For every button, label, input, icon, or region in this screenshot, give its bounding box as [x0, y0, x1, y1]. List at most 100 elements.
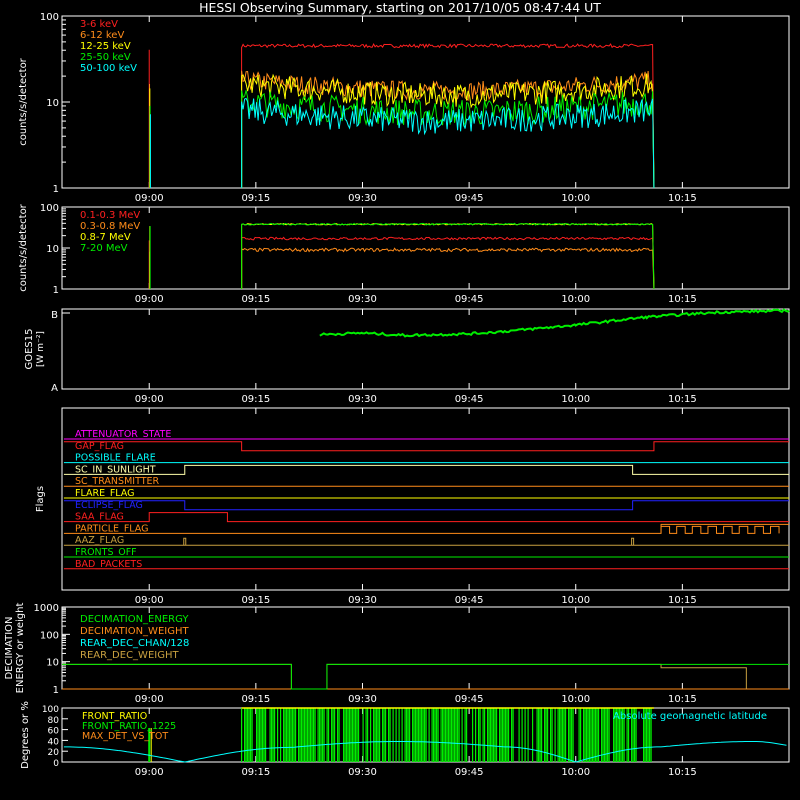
flags-frame: [61, 407, 790, 591]
decimation-xtick-label: 09:45: [455, 694, 484, 705]
lightcurves-low-xtick-label: 09:45: [455, 193, 484, 204]
decimation-ytick-label: 1: [53, 685, 59, 696]
lightcurves-high-legend-1: 0.3-0.8 MeV: [80, 221, 140, 232]
lightcurves-low-legend-2: 12-25 keV: [80, 41, 131, 52]
ratios-legend-1: FRONT_RATIO_1225: [82, 721, 176, 732]
flag-label-1: GAP_FLAG: [75, 441, 124, 452]
goes-xtick-label: 09:15: [241, 394, 270, 405]
chart-title: HESSI Observing Summary, starting on 201…: [199, 0, 601, 15]
lightcurves-high-xtick-label: 09:00: [135, 294, 164, 305]
decimation-ytick-label: 10: [46, 658, 59, 669]
ratios-ytick-label: 20: [48, 748, 60, 758]
lightcurves-high-legend-0: 0.1-0.3 MeV: [80, 210, 140, 221]
decimation-ylabel-2: ENERGY or weight: [15, 603, 26, 694]
goes-ylabel: GOES15: [24, 328, 35, 369]
lightcurves-high-series-3: [241, 222, 655, 290]
lightcurves-high-series-0: [241, 236, 655, 290]
flag-line-7: [63, 512, 789, 523]
lightcurves-low-series-2: [241, 73, 655, 189]
flags-xtick-label: 09:45: [455, 595, 484, 606]
lightcurves-low-legend-1: 6-12 keV: [80, 30, 124, 41]
ratios-xtick-label: 10:00: [561, 767, 590, 778]
flag-label-9: AAZ_FLAG: [75, 535, 124, 546]
flag-label-11: BAD_PACKETS: [75, 559, 142, 570]
flag-label-5: FLARE_FLAG: [75, 488, 135, 499]
lightcurves-low-legend-3: 25-50 keV: [80, 52, 131, 63]
ratios-latitude-curve: [63, 741, 787, 763]
ratios-xtick-label: 09:00: [135, 767, 164, 778]
decimation-rear-weight-line: [62, 663, 747, 690]
lightcurves-low-xtick-label: 10:00: [561, 193, 590, 204]
decimation-xtick-label: 10:15: [668, 694, 697, 705]
lightcurves-high-ylabel: counts/s/detector: [18, 203, 29, 291]
decimation-legend-1: DECIMATION_WEIGHT: [80, 626, 189, 637]
lightcurves-low-ytick-label: 100: [40, 12, 59, 23]
ratios-xtick-label: 09:30: [348, 767, 377, 778]
lightcurves-high-xtick-label: 10:00: [561, 294, 590, 305]
ratios-legend-2: MAX_DET_VS_TOT: [82, 731, 168, 742]
lightcurves-low-series-3: [241, 90, 655, 189]
goes-xtick-label: 09:00: [135, 394, 164, 405]
lightcurves-low-ylabel: counts/s/detector: [18, 57, 29, 145]
lightcurves-high-legend-2: 0.8-7 MeV: [80, 232, 131, 243]
flag-label-8: PARTICLE_FLAG: [75, 523, 148, 534]
lightcurves-high-ytick-label: 10: [46, 244, 59, 255]
flag-label-6: ECLIPSE_FLAG: [75, 500, 143, 511]
goes-ytick-label: A: [51, 383, 58, 394]
flag-line-6: [63, 500, 789, 511]
ratios-ytick-label: 0: [53, 759, 59, 769]
decimation-xtick-label: 09:15: [241, 694, 270, 705]
flag-line-3: [63, 464, 789, 475]
goes-series: [319, 308, 790, 338]
ratios-front-ratio-bars: [241, 708, 652, 762]
lightcurves-low-series-0: [241, 43, 655, 189]
ratios-ytick-label: 80: [48, 716, 60, 726]
goes-yunit: [W m⁻²]: [36, 331, 46, 367]
decimation-legend-0: DECIMATION_ENERGY: [80, 614, 189, 625]
flags-xtick-label: 10:15: [668, 595, 697, 606]
ratios-ytick-label: 40: [48, 737, 60, 747]
lightcurves-low-xtick-label: 09:30: [348, 193, 377, 204]
flag-label-3: SC_IN_SUNLIGHT: [75, 464, 156, 475]
decimation-xtick-label: 09:30: [348, 694, 377, 705]
flag-label-2: POSSIBLE_FLARE: [75, 453, 156, 464]
ratios-ytick-label: 60: [48, 727, 60, 737]
goes-xtick-label: 10:00: [561, 394, 590, 405]
flags-xtick-label: 09:15: [241, 595, 270, 606]
lightcurves-low-xtick-label: 10:15: [668, 193, 697, 204]
lightcurves-low-legend-4: 50-100 keV: [80, 63, 137, 74]
flag-line-8: [63, 523, 789, 534]
flags-xtick-label: 09:30: [348, 595, 377, 606]
lightcurves-low-ytick-label: 10: [46, 98, 59, 109]
goes-frame: [61, 308, 790, 390]
goes-xtick-label: 10:15: [668, 394, 697, 405]
decimation-ytick-label: 1000: [34, 603, 59, 614]
flag-label-0: ATTENUATOR_STATE: [75, 429, 171, 440]
lightcurves-high-series-2: [241, 223, 655, 290]
ratios-ylabel: Degrees or %: [20, 701, 31, 769]
decimation-ylabel-1: DECIMATION: [4, 616, 15, 679]
flags-ylabel: Flags: [35, 486, 46, 512]
decimation-xtick-label: 09:00: [135, 694, 164, 705]
decimation-xtick-label: 10:00: [561, 694, 590, 705]
lightcurves-low-legend-0: 3-6 keV: [80, 19, 118, 30]
decimation-energy-line: [62, 663, 789, 690]
decimation-legend-3: REAR_DEC_WEIGHT: [80, 650, 179, 661]
ratios-xtick-label: 10:15: [668, 767, 697, 778]
flag-line-1: [63, 441, 789, 452]
lightcurves-high-ytick-label: 100: [40, 203, 59, 214]
ratios-ytick-label: 100: [42, 705, 59, 715]
lightcurves-high-ytick-label: 1: [53, 285, 59, 296]
lightcurves-high-xtick-label: 09:30: [348, 294, 377, 305]
goes-xtick-label: 09:45: [455, 394, 484, 405]
lightcurves-high-legend-3: 7-20 MeV: [80, 243, 128, 254]
flag-label-4: SC_TRANSMITTER: [75, 476, 160, 487]
ratios-annotation: Absolute geomagnetic latitude: [613, 711, 767, 722]
lightcurves-high-xtick-label: 09:45: [455, 294, 484, 305]
ratios-legend-0: FRONT_RATIO: [82, 711, 147, 722]
flags-xtick-label: 09:00: [135, 595, 164, 606]
decimation-ytick-label: 100: [40, 630, 59, 641]
flag-aaz-spike-1: [631, 537, 635, 546]
flag-particle-pulses: [660, 525, 780, 534]
